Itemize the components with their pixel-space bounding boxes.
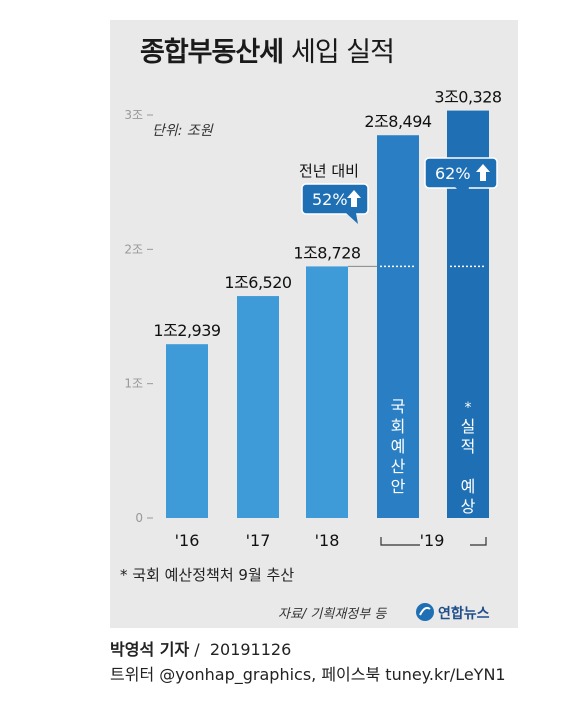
bar-inner-label-char: 적 <box>461 437 476 456</box>
source-label: 자료/ 기획재정부 등 <box>278 607 387 622</box>
bar-value-label: 1조8,728 <box>293 243 361 262</box>
bar-inner-label-char: 안 <box>391 477 406 496</box>
bar-inner-label-char: 산 <box>391 457 406 476</box>
up-arrow-icon <box>347 190 361 207</box>
bar-inner-label-char: 상 <box>461 497 476 516</box>
logo-mark-icon <box>416 603 434 621</box>
year-bracket <box>380 537 487 546</box>
percent-badge: 62% <box>424 157 498 198</box>
unit-label: 단위: 조원 <box>152 123 214 139</box>
y-tick-label: 2조 <box>124 242 143 256</box>
bar <box>166 344 208 518</box>
bar-inner-label-char: 회 <box>391 417 406 436</box>
byline-date: 20191126 <box>209 640 292 659</box>
bar-inner-label-char: 예 <box>461 477 476 496</box>
logo-text: 연합뉴스 <box>438 605 490 622</box>
chart-title: 종합부동산세 세입 실적 <box>140 30 395 69</box>
badge-text: 52% <box>312 190 348 209</box>
y-tick-label: 1조 <box>124 377 143 391</box>
byline: 박영석 기자 / 20191126 <box>110 636 291 660</box>
bar-value-label: 3조0,328 <box>434 88 502 107</box>
bar-value-label: 2조8,494 <box>364 112 432 131</box>
title-rest: 세입 실적 <box>291 37 395 68</box>
bar-value-label: 1조6,520 <box>224 273 292 292</box>
bar <box>377 135 419 519</box>
bar-inner-label-char: 예 <box>391 437 406 456</box>
bar <box>237 296 279 518</box>
byline-separator: / <box>194 640 200 659</box>
yonhap-logo: 연합뉴스 <box>416 603 490 622</box>
x-tick-label: '19 <box>420 531 445 550</box>
badge-text: 62% <box>435 164 471 183</box>
bar-value-label: 1조2,939 <box>153 321 221 340</box>
badge-tail <box>455 187 469 198</box>
bar-inner-label-char: 실 <box>461 417 476 436</box>
bar <box>306 266 348 518</box>
byline-name: 박영석 기자 <box>110 640 190 659</box>
bar-inner-label-char: 국 <box>391 397 406 416</box>
footnote: * 국회 예산정책처 9월 추산 <box>120 566 294 584</box>
x-tick-label: '16 <box>175 531 200 550</box>
yoy-label: 전년 대비 <box>299 162 359 180</box>
percent-badge: 52% <box>301 183 369 224</box>
x-tick-label: '17 <box>246 531 271 550</box>
badge-tail <box>346 213 358 224</box>
bar-inner-label-char: * <box>465 400 472 416</box>
x-tick-label: '18 <box>315 531 340 550</box>
y-tick-label: 0 <box>135 511 143 525</box>
up-arrow-icon <box>476 164 490 181</box>
title-bold: 종합부동산세 <box>140 37 284 68</box>
social-info: 트위터 @yonhap_graphics, 페이스북 tuney.kr/LeYN… <box>110 665 506 684</box>
y-tick-label: 3조 <box>124 108 143 122</box>
